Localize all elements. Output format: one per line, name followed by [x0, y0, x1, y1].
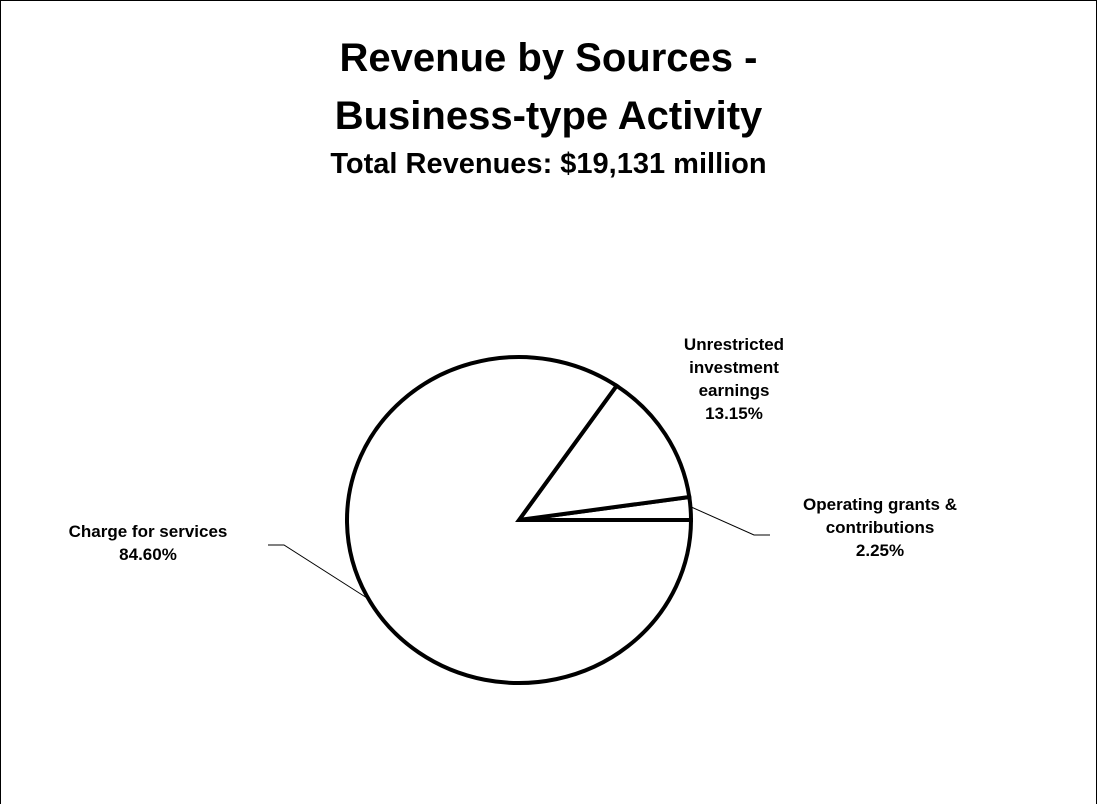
slice-label-1-line-2: earnings: [699, 381, 770, 400]
slice-value-label-1: 13.15%: [705, 404, 763, 423]
pie-slice-0: [345, 355, 694, 686]
slice-label-2-line-1: contributions: [826, 518, 935, 537]
slice-label-0-line-0: Charge for services: [69, 522, 228, 541]
slice-labels: Charge for services 84.60% Unrestricted inv…: [69, 335, 957, 564]
slice-label-1-line-0: Unrestricted: [684, 335, 784, 354]
chart-title-line-2: Business-type Activity: [334, 94, 763, 138]
pie-slice-1: [514, 383, 692, 523]
slice-label-1-line-1: investment: [689, 358, 779, 377]
slice-value-label-0: 84.60%: [119, 545, 177, 564]
leader-line-2: [688, 505, 770, 536]
slice-label-2-line-0: Operating grants &: [803, 495, 957, 514]
leader-lines: [268, 505, 770, 599]
slice-value-label-2: 2.25%: [856, 541, 904, 560]
pie-slices: [345, 355, 694, 686]
chart-title: Revenue by Sources -: [339, 36, 758, 80]
chart-subtitle: Total Revenues: $19,131 million: [330, 148, 767, 180]
leader-line-0: [268, 544, 368, 599]
